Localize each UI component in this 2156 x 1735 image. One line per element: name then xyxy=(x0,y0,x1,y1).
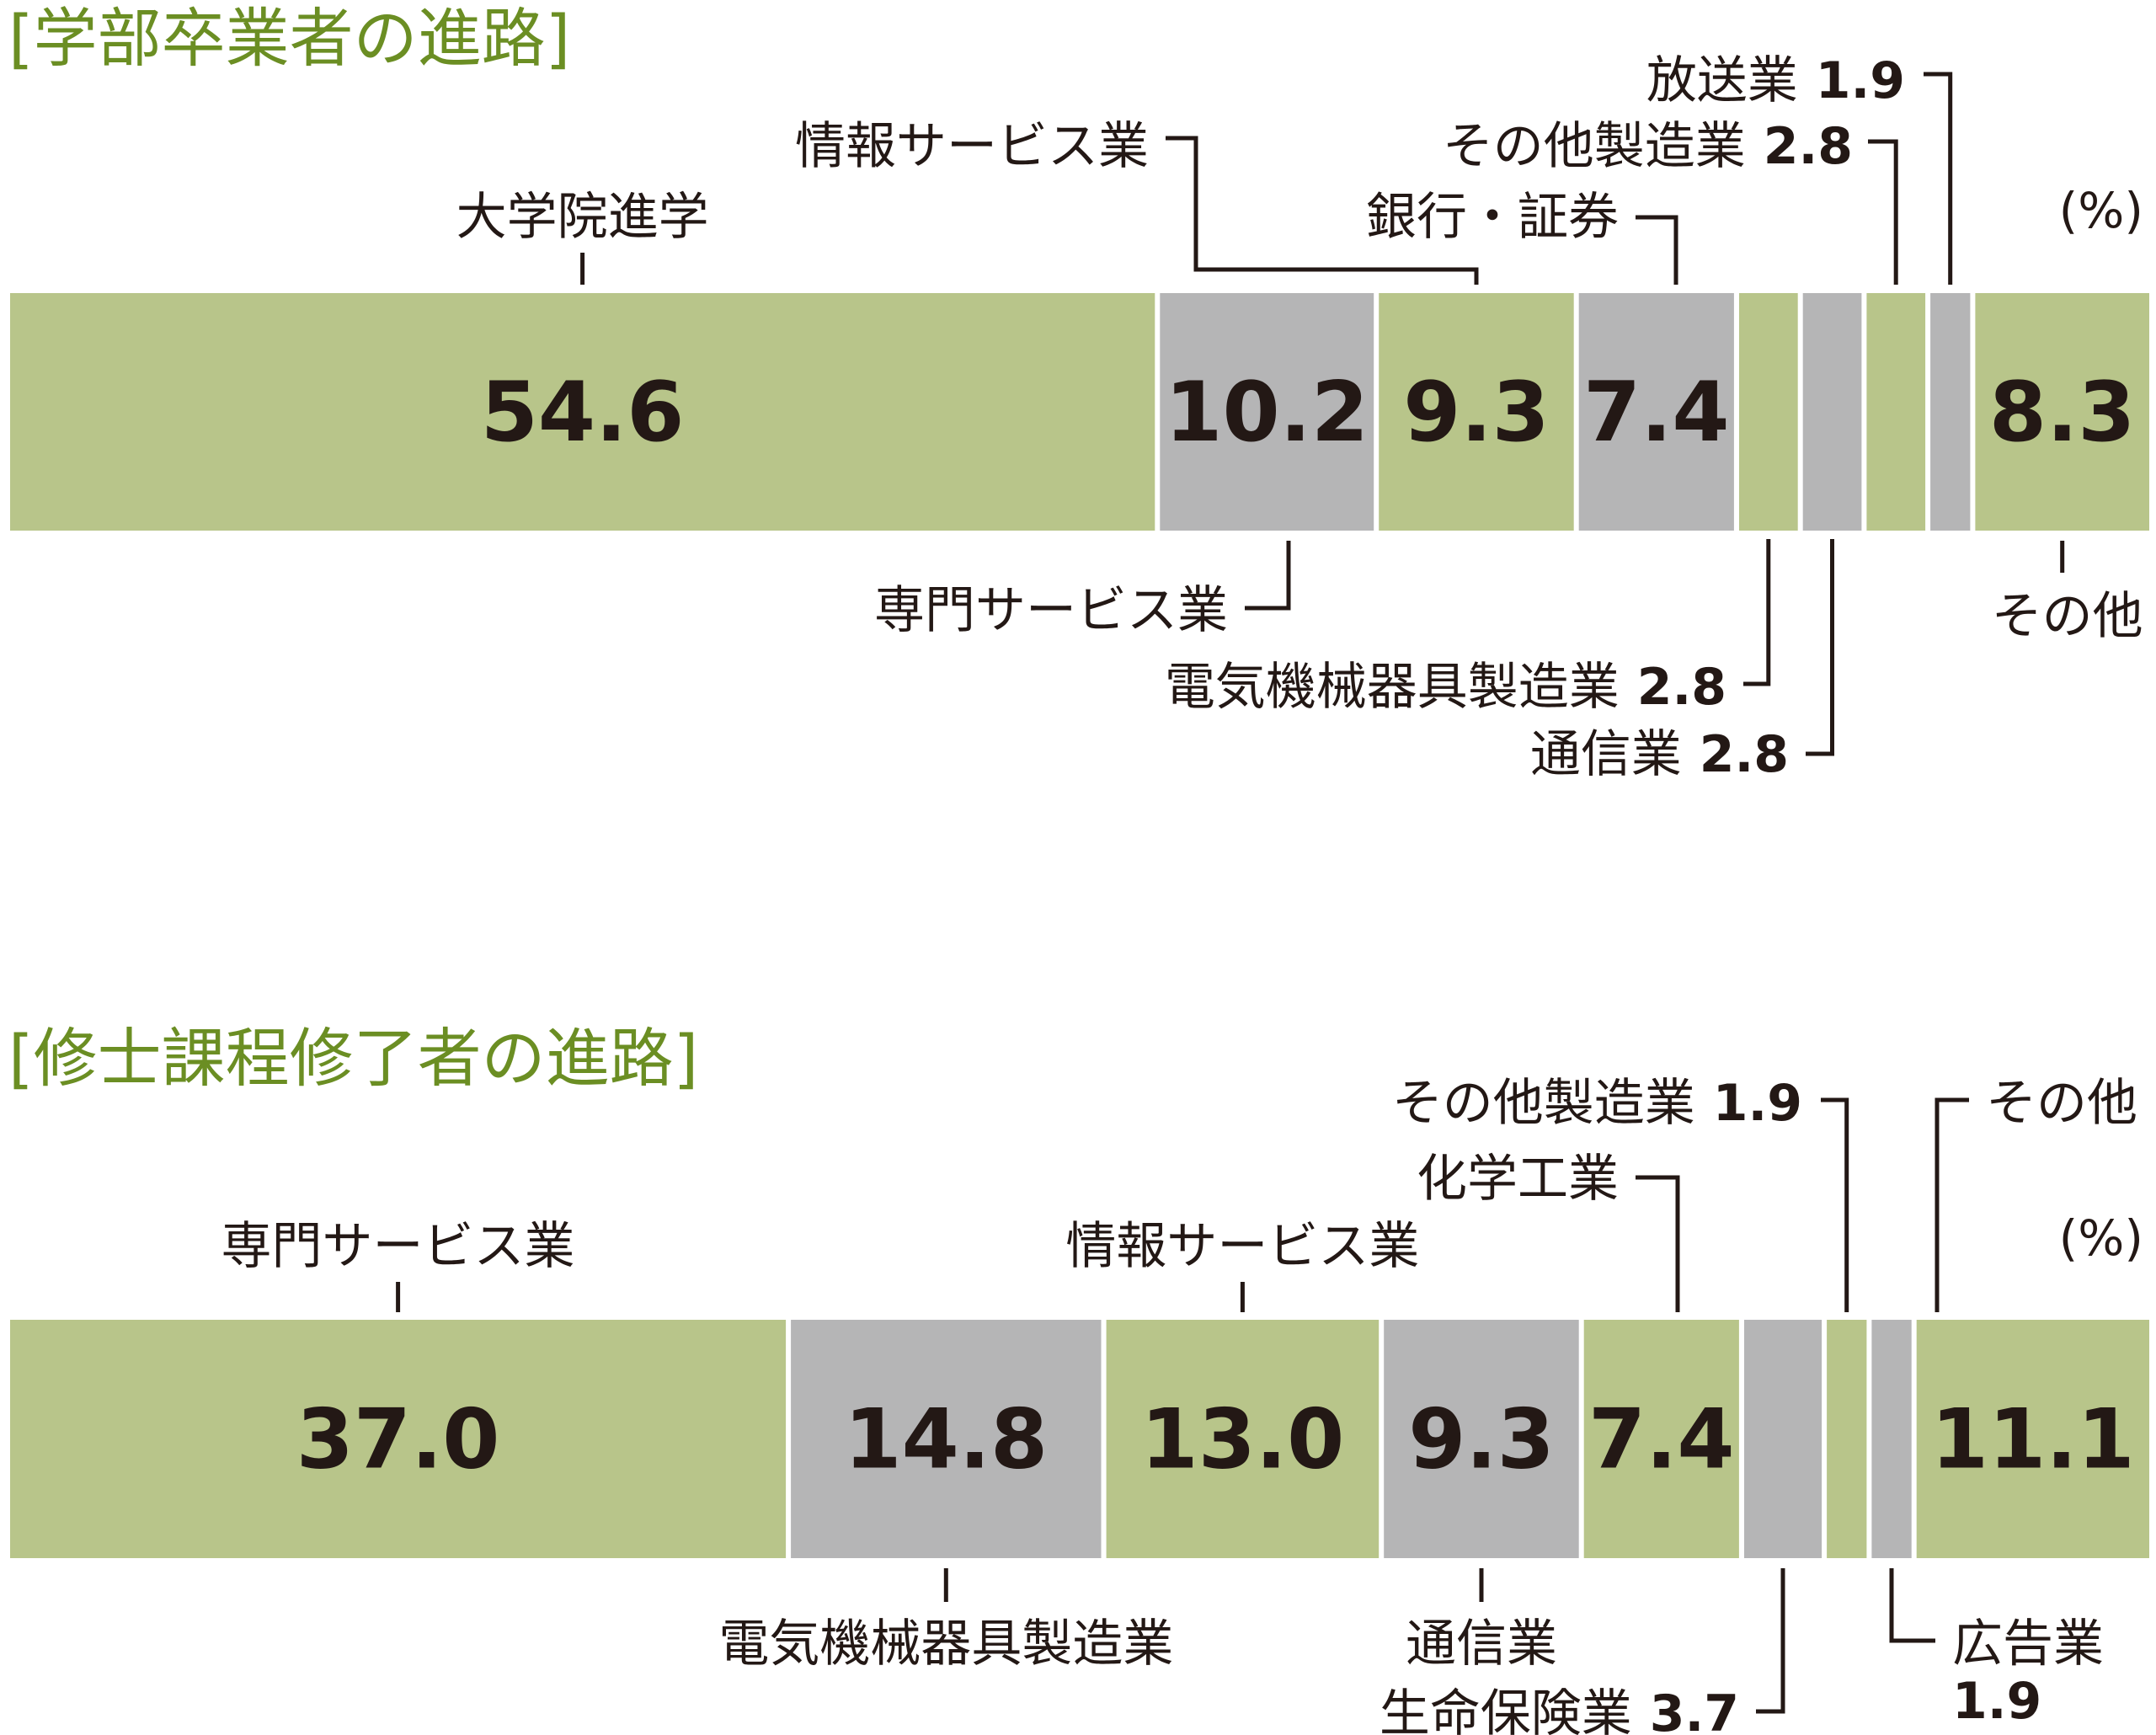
chart1-bar-segment-2 xyxy=(1379,293,1574,531)
chart1-bar-segment-3 xyxy=(1578,293,1734,531)
chart1-bar-segment-7 xyxy=(1930,293,1971,531)
chart1-leader-line-2 xyxy=(1166,136,1479,285)
chart1-leader-line-7 xyxy=(1924,72,1953,285)
chart2-leader-line-7 xyxy=(1889,1568,1935,1643)
chart1-bar-segment-4 xyxy=(1739,293,1798,531)
chart2-value-label-3: 9.3 xyxy=(1408,1392,1555,1488)
chart2-category-label-2: 情報サービス業 xyxy=(1065,1217,1419,1276)
chart2-value-label-2: 13.0 xyxy=(1141,1392,1345,1488)
chart1-bar-segment-8 xyxy=(1975,293,2149,531)
chart1-bar-segment-1 xyxy=(1160,293,1374,531)
chart2-bar-segment-3 xyxy=(1384,1320,1579,1558)
chart2-bar-segment-6 xyxy=(1827,1320,1867,1558)
chart1-value-label-2: 9.3 xyxy=(1403,365,1550,461)
chart2-value-label-1: 14.8 xyxy=(844,1392,1048,1488)
chart1-bar-segment-6 xyxy=(1866,293,1926,531)
chart1-category-label-3: 銀行・証券 xyxy=(1366,188,1619,247)
chart2-value-label-0: 37.0 xyxy=(296,1392,500,1488)
chart1-leader-line-6 xyxy=(1868,139,1898,285)
chart2-category-label-6: その他製造業 1.9 xyxy=(1392,1074,1802,1133)
chart2-bar-segment-4 xyxy=(1583,1320,1739,1558)
chart2-category-label-4: 化学工業 xyxy=(1417,1150,1619,1209)
chart2-value-label-4: 7.4 xyxy=(1588,1392,1735,1488)
chart1-leader-line-3 xyxy=(1636,215,1678,285)
chart2-leader-line-5 xyxy=(1756,1568,1785,1714)
chart1-leader-line-4 xyxy=(1743,539,1771,686)
chart1-value-label-0: 54.6 xyxy=(481,365,685,461)
chart1-category-value-7: 1.9 xyxy=(1798,51,1905,110)
chart1-leader-line-1 xyxy=(1245,541,1291,611)
chart2-title: [修士課程修了者の進路] xyxy=(8,1021,698,1096)
chart2-bar-segment-2 xyxy=(1106,1320,1380,1558)
chart2-category-label-5: 生命保険業 3.7 xyxy=(1380,1684,1739,1735)
chart1-leader-line-5 xyxy=(1806,539,1834,756)
chart2-leader-line-6 xyxy=(1821,1097,1849,1312)
chart2-category-label-1: 電気機械器具製造業 xyxy=(718,1615,1173,1674)
chart2-category-value-7: 1.9 xyxy=(1952,1672,2041,1731)
chart2-category-label-8: その他 xyxy=(1986,1074,2137,1133)
chart2-value-label-8: 11.1 xyxy=(1931,1392,2135,1488)
chart1-unit: (%) xyxy=(2059,182,2143,239)
chart2-bar-segment-8 xyxy=(1916,1320,2149,1558)
chart1-category-value-4: 2.8 xyxy=(1620,658,1726,717)
chart1-category-value-5: 2.8 xyxy=(1682,725,1789,784)
chart2-category-value-5: 3.7 xyxy=(1632,1684,1739,1735)
chart1-category-label-7: 放送業 1.9 xyxy=(1646,51,1905,110)
chart1-title: [学部卒業者の進路] xyxy=(8,1,570,76)
chart1-value-label-8: 8.3 xyxy=(1989,365,2136,461)
chart1-bar-segment-0 xyxy=(10,293,1155,531)
chart1-category-label-4: 電気機械器具製造業 2.8 xyxy=(1165,658,1726,717)
chart2-unit: (%) xyxy=(2059,1209,2143,1267)
chart1-value-label-1: 10.2 xyxy=(1165,365,1369,461)
chart2-category-label-7: 広告業 xyxy=(1952,1615,2104,1674)
chart1-category-value-6: 2.8 xyxy=(1746,117,1853,176)
chart1-bar-segment-5 xyxy=(1802,293,1862,531)
chart2-category-value-6: 1.9 xyxy=(1695,1074,1802,1133)
chart2-category-label-3: 通信業 xyxy=(1406,1615,1557,1674)
chart2-bar-segment-7 xyxy=(1871,1320,1912,1558)
chart1-category-label-1: 専門サービス業 xyxy=(874,581,1228,640)
chart1-category-label-6: その他製造業 2.8 xyxy=(1443,117,1853,176)
chart1-category-label-5: 通信業 2.8 xyxy=(1530,725,1789,784)
chart2-bar-segment-0 xyxy=(10,1320,787,1558)
chart2-bar-segment-1 xyxy=(791,1320,1102,1558)
chart2-leader-line-4 xyxy=(1636,1175,1680,1312)
chart2-leader-line-8 xyxy=(1935,1097,1969,1312)
chart2-category-label-0: 専門サービス業 xyxy=(221,1217,575,1276)
chart1-category-label-8: その他 xyxy=(1992,587,2143,646)
chart2-bar-segment-5 xyxy=(1744,1320,1822,1558)
chart1-category-label-2: 情報サービス業 xyxy=(795,117,1149,176)
chart1-value-label-3: 7.4 xyxy=(1583,365,1730,461)
chart1-category-label-0: 大学院進学 xyxy=(456,188,709,247)
